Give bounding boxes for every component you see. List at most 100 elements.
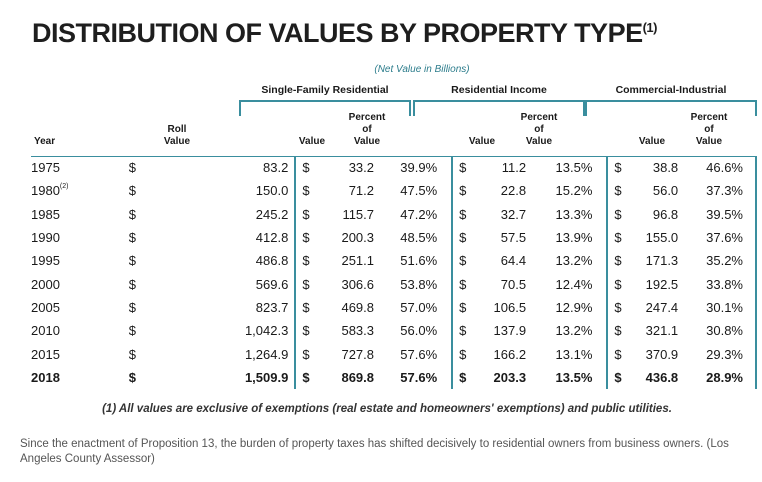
ri-dollar: $ — [459, 253, 467, 269]
ri-percent-cell: 12.9% — [526, 295, 609, 320]
sfr-percent-cell: 57.6% — [374, 342, 454, 366]
ci-value-cell: 171.3 — [645, 253, 679, 269]
table-row: 2000 $569.6 $306.6 53.8% $70.5 12.4% $192.5 33.… — [31, 272, 757, 296]
ri-dollar: $ — [459, 160, 467, 176]
ri-percent-cell: 13.5% — [526, 156, 609, 180]
footnote: (1) All values are exclusive of exemptio… — [102, 403, 672, 415]
sfr-dollar: $ — [302, 160, 310, 176]
ci-value-cell: 370.9 — [645, 346, 679, 362]
ri-percent-cell: 13.3% — [526, 202, 609, 226]
ci-percent-cell: 29.3% — [678, 342, 757, 366]
roll-dollar: $ — [128, 183, 136, 199]
ci-percent-cell: 37.3% — [678, 179, 757, 203]
group-bracket-residential-income — [413, 100, 585, 116]
roll-value-cell: 150.0 — [200, 179, 297, 203]
header-sfr-value: Value — [298, 136, 326, 147]
ri-value-cell: 70.5 — [500, 276, 527, 292]
table-row: 2015 $1,264.9 $727.8 57.6% $166.2 13.1% $370.9… — [31, 342, 757, 366]
ri-dollar: $ — [459, 369, 467, 385]
table-row: 1980(2) $150.0 $71.2 47.5% $22.8 15.2% $56.0 37… — [31, 179, 757, 203]
group-bracket-single-family — [239, 100, 411, 116]
roll-dollar: $ — [128, 253, 136, 269]
ci-value-cell: 321.1 — [645, 323, 679, 339]
ci-value-cell: 96.8 — [652, 206, 679, 222]
ci-percent-cell: 35.2% — [678, 249, 757, 273]
ci-dollar: $ — [614, 323, 622, 339]
ci-value-cell: 247.4 — [645, 299, 679, 315]
ci-dollar: $ — [614, 299, 622, 315]
ci-dollar: $ — [614, 183, 622, 199]
table-row: 1985 $245.2 $115.7 47.2% $32.7 13.3% $96.8 39.5… — [31, 202, 757, 226]
ci-value-cell: 436.8 — [645, 369, 679, 385]
table-row: 1975 $83.2 $33.2 39.9% $11.2 13.5% $38.8 46.6% — [31, 156, 757, 180]
ri-percent-cell: 13.2% — [526, 319, 609, 343]
group-header-single-family: Single-Family Residential — [261, 84, 389, 96]
ri-dollar: $ — [459, 230, 467, 246]
sfr-value-cell: 115.7 — [342, 206, 375, 222]
header-ri-value: Value — [468, 136, 496, 147]
sfr-percent-cell: 39.9% — [374, 156, 454, 180]
roll-dollar: $ — [128, 276, 136, 292]
year-cell: 1995 — [31, 253, 60, 269]
ri-value-cell: 166.2 — [493, 346, 527, 362]
sfr-dollar: $ — [302, 369, 310, 385]
header-ci-value: Value — [638, 136, 666, 147]
group-bracket-commercial-industrial — [585, 100, 757, 116]
ci-value-cell: 38.8 — [652, 160, 679, 176]
roll-value-cell: 1,264.9 — [200, 342, 297, 366]
sfr-dollar: $ — [302, 253, 310, 269]
sfr-percent-cell: 57.0% — [374, 295, 454, 320]
ci-percent-cell: 28.9% — [678, 365, 757, 389]
roll-value-cell: 1,042.3 — [200, 319, 297, 343]
ci-percent-cell: 39.5% — [678, 202, 757, 226]
sfr-value-cell: 71.2 — [348, 183, 375, 199]
year-cell: 2005 — [31, 299, 60, 315]
sfr-value-cell: 869.8 — [341, 369, 375, 385]
sfr-dollar: $ — [302, 299, 310, 315]
ri-percent-cell: 15.2% — [526, 179, 609, 203]
year-cell: 1985 — [31, 206, 60, 222]
ri-value-cell: 203.3 — [493, 369, 527, 385]
year-cell: 1980(2) — [31, 183, 69, 199]
roll-value-cell: 569.6 — [200, 272, 297, 296]
group-header-residential-income: Residential Income — [451, 84, 547, 96]
roll-value-cell: 412.8 — [200, 225, 297, 250]
ci-percent-cell: 37.6% — [678, 225, 757, 250]
sfr-value-cell: 33.2 — [348, 160, 375, 176]
ri-percent-cell: 13.9% — [526, 225, 609, 250]
ci-value-cell: 155.0 — [645, 230, 679, 246]
sfr-percent-cell: 57.6% — [374, 365, 454, 389]
sfr-dollar: $ — [302, 276, 310, 292]
sfr-percent-cell: 56.0% — [374, 319, 454, 343]
ci-percent-cell: 33.8% — [678, 272, 757, 296]
table-row: 2018 $1,509.9 $869.8 57.6% $203.3 13.5% $436.8… — [31, 365, 757, 389]
ci-dollar: $ — [614, 206, 622, 222]
roll-dollar: $ — [128, 160, 136, 176]
roll-dollar: $ — [128, 323, 136, 339]
roll-value-cell: 83.2 — [200, 156, 297, 180]
ri-percent-cell: 13.5% — [526, 365, 609, 389]
sfr-dollar: $ — [302, 230, 310, 246]
sfr-value-cell: 200.3 — [341, 230, 375, 246]
sfr-dollar: $ — [302, 323, 310, 339]
roll-dollar: $ — [128, 369, 136, 385]
sfr-percent-cell: 53.8% — [374, 272, 454, 296]
ci-value-cell: 192.5 — [645, 276, 679, 292]
table-subtitle: (Net Value in Billions) — [374, 64, 470, 75]
sfr-percent-cell: 48.5% — [374, 225, 454, 250]
year-cell: 1990 — [31, 230, 60, 246]
sfr-dollar: $ — [302, 183, 310, 199]
sfr-percent-cell: 51.6% — [374, 249, 454, 273]
ci-dollar: $ — [614, 346, 622, 362]
ri-dollar: $ — [459, 276, 467, 292]
data-table-body: 1975 $83.2 $33.2 39.9% $11.2 13.5% $38.8 46.6% 1… — [31, 156, 757, 389]
roll-dollar: $ — [128, 230, 136, 246]
header-ci-percent: Percent of Value — [690, 112, 728, 147]
ri-percent-cell: 13.1% — [526, 342, 609, 366]
header-sfr-percent: Percent of Value — [348, 112, 386, 147]
ri-dollar: $ — [459, 346, 467, 362]
roll-dollar: $ — [128, 206, 136, 222]
table-figure: DISTRIBUTION OF VALUES BY PROPERTY TYPE(… — [17, 8, 757, 426]
ri-value-cell: 64.4 — [500, 253, 527, 269]
table-row: 1990 $412.8 $200.3 48.5% $57.5 13.9% $155.0 37.… — [31, 225, 757, 250]
